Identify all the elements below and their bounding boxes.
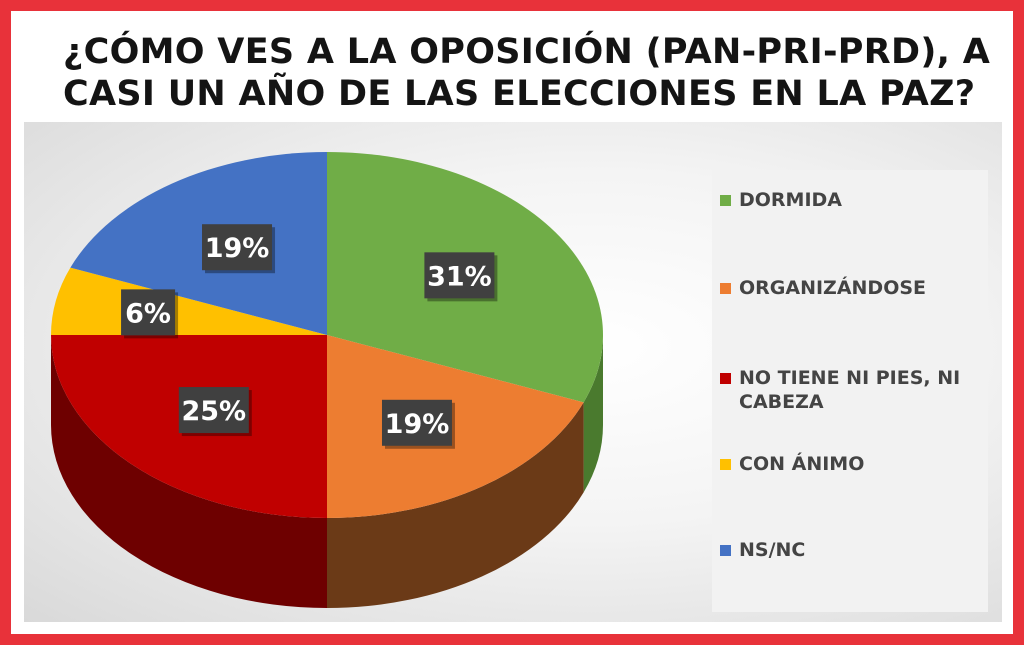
legend: DORMIDA ORGANIZÁNDOSE NO TIENE NI PIES, NI… [712,170,988,612]
pie-side-2 [327,402,584,608]
chart-title-line-1: ¿CÓMO VES A LA OPOSICIÓN (PAN-PRI-PRD), … [63,32,991,72]
legend-label: CON ÁNIMO [739,453,865,475]
svg-text:6%: 6% [125,298,171,329]
legend-item-2: ORGANIZÁNDOSE [720,276,969,300]
pie-slice-5 [70,152,328,335]
data-label-4: 6% [121,289,179,339]
legend-label: DORMIDA [739,189,843,211]
legend-label: NO TIENE NI PIES, NI CABEZA [739,367,961,413]
data-label-3: 25% [178,387,252,437]
data-label-5: 19% [202,224,276,274]
legend-label: ORGANIZÁNDOSE [739,277,927,299]
legend-label: NS/NC [739,539,806,561]
pie-side-1 [583,335,603,493]
svg-text:19%: 19% [385,409,450,440]
pie-slice-4 [51,267,327,335]
legend-swatch [720,459,731,470]
svg-text:25%: 25% [181,396,246,427]
svg-text:19%: 19% [205,233,270,264]
legend-swatch [720,545,731,556]
legend-swatch [720,283,731,294]
chart-title: ¿CÓMO VES A LA OPOSICIÓN (PAN-PRI-PRD), … [63,31,993,115]
legend-item-3: NO TIENE NI PIES, NI CABEZA [720,366,969,414]
pie-side-3 [51,335,327,608]
svg-text:31%: 31% [427,261,492,292]
data-label-1: 31% [424,252,498,302]
legend-item-5: NS/NC [720,538,969,562]
data-labels: 31% 19% 25% 6% 19% [121,224,498,449]
pie-slice-2 [327,335,584,518]
pie-side-walls [51,335,603,608]
legend-item-4: CON ÁNIMO [720,452,969,476]
legend-swatch [720,373,731,384]
data-label-2: 19% [381,399,455,449]
legend-item-1: DORMIDA [720,188,969,212]
legend-swatch [720,195,731,206]
chart-title-line-2: CASI UN AÑO DE LAS ELECCIONES EN LA PAZ? [63,74,976,114]
